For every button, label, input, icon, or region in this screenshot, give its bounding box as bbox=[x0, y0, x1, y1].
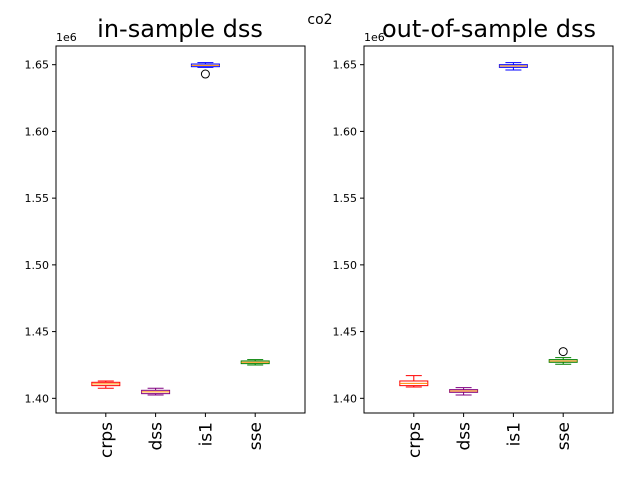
outlier-point bbox=[558, 347, 568, 357]
x-tick-label: dss bbox=[147, 422, 167, 451]
x-tick-label: dss bbox=[455, 422, 475, 451]
y-tick-label: 1.45 bbox=[25, 326, 50, 339]
y-offset-label: 1e6 bbox=[364, 31, 385, 44]
x-axis: crps dss is1 sse bbox=[97, 413, 266, 458]
y-tick-label: 1.55 bbox=[333, 192, 358, 205]
x-tick-label: crps bbox=[405, 422, 425, 458]
x-tick-label: crps bbox=[97, 422, 117, 458]
boxes bbox=[399, 62, 578, 396]
panel-title: out-of-sample dss bbox=[382, 15, 596, 43]
y-tick-label: 1.45 bbox=[333, 326, 358, 339]
plot-frame bbox=[55, 45, 306, 414]
panel-title: in-sample dss bbox=[97, 15, 263, 43]
y-tick-label: 1.40 bbox=[333, 392, 358, 405]
panel-out-of-sample: out-of-sample dss 1e6 1.401.451.501.551.… bbox=[333, 15, 614, 458]
x-tick-label: sse bbox=[554, 422, 574, 450]
x-tick-label: sse bbox=[246, 422, 266, 450]
y-tick-label: 1.40 bbox=[25, 392, 50, 405]
x-tick-label: is1 bbox=[504, 422, 524, 446]
figure-suptitle: co2 bbox=[307, 12, 332, 28]
y-tick-label: 1.50 bbox=[333, 259, 358, 272]
y-axis: 1.40 1.45 1.50 1.55 1.60 1.65 bbox=[25, 59, 56, 405]
y-tick-label: 1.60 bbox=[333, 125, 358, 138]
panel-in-sample: in-sample dss 1e6 1.401.451.501.551.601.… bbox=[25, 15, 306, 458]
y-offset-label: 1e6 bbox=[56, 31, 77, 44]
x-tick-label: is1 bbox=[196, 422, 216, 446]
plot-frame bbox=[363, 45, 614, 414]
y-tick-label: 1.60 bbox=[25, 125, 50, 138]
boxes bbox=[91, 62, 270, 396]
y-tick-label: 1.55 bbox=[25, 192, 50, 205]
y-tick-label: 1.50 bbox=[25, 259, 50, 272]
x-axis: crps dss is1 sse bbox=[405, 413, 574, 458]
y-tick-label: 1.65 bbox=[25, 59, 50, 72]
outlier-point bbox=[200, 69, 210, 79]
y-axis: 1.40 1.45 1.50 1.55 1.60 1.65 bbox=[333, 59, 364, 405]
y-tick-label: 1.65 bbox=[333, 59, 358, 72]
